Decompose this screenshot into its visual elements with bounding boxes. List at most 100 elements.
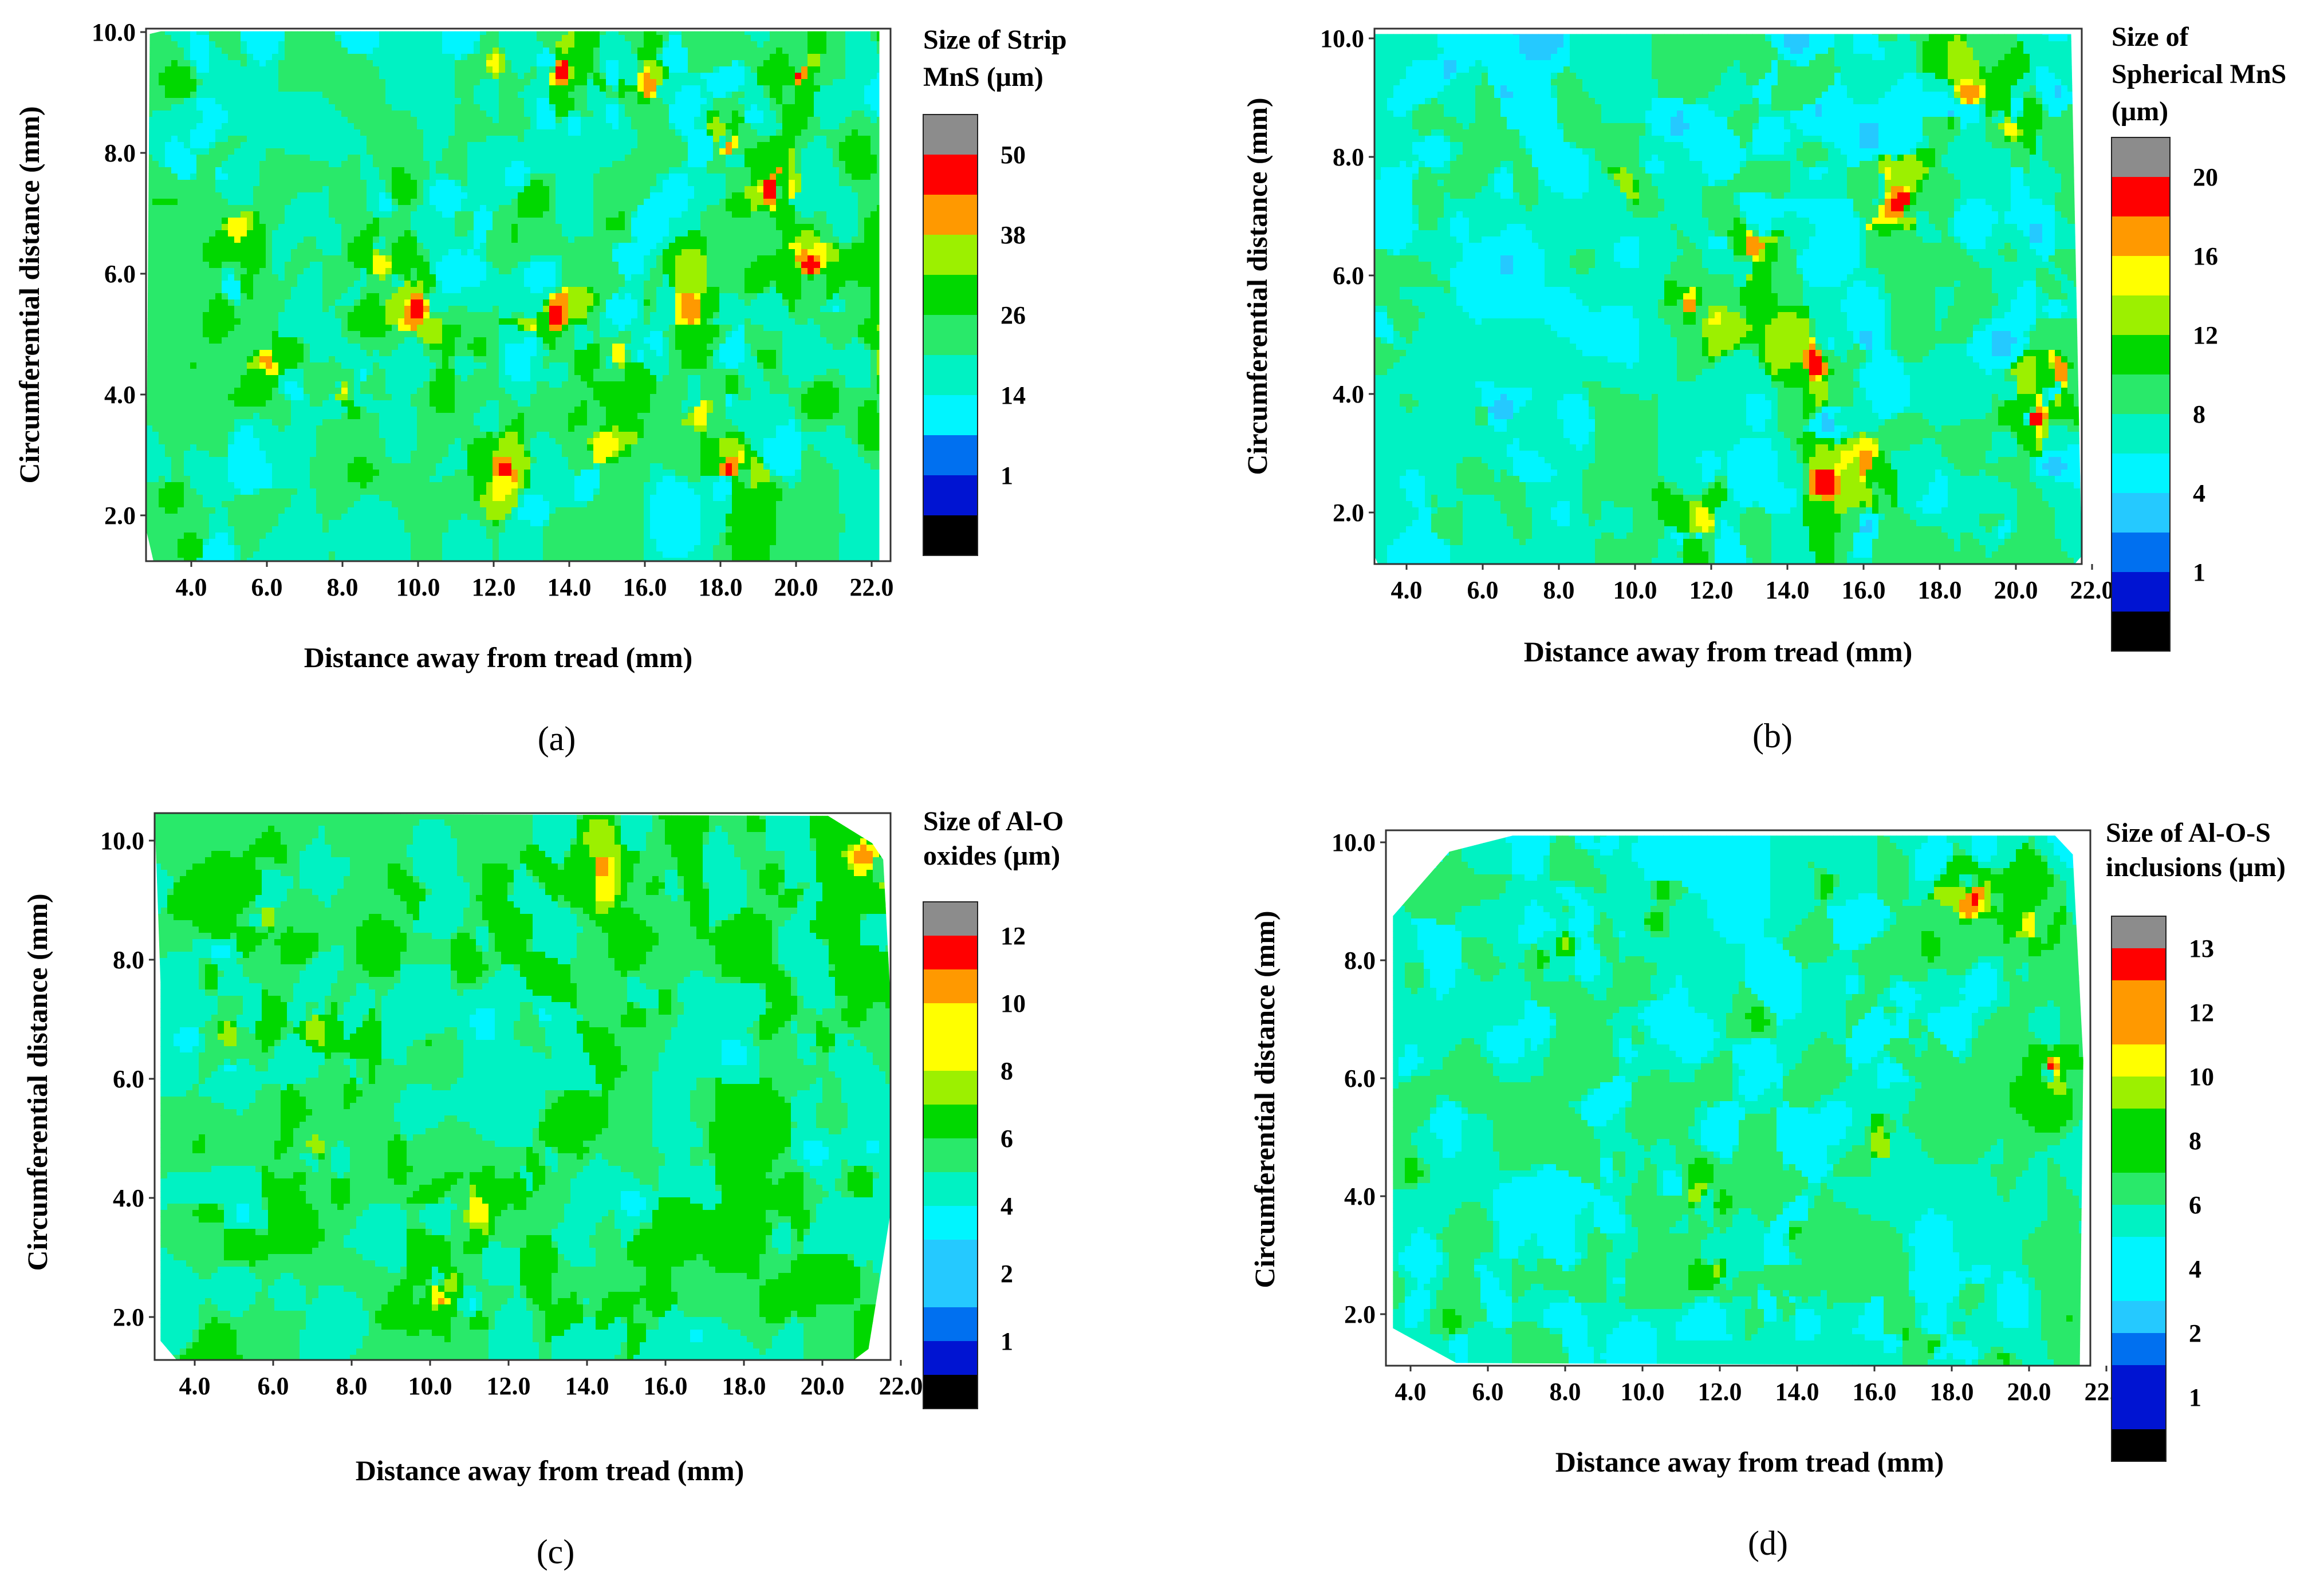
contour-cell bbox=[278, 41, 285, 48]
contour-cell bbox=[259, 192, 266, 199]
contour-cell bbox=[234, 31, 241, 36]
contour-cell bbox=[776, 262, 783, 269]
contour-cell bbox=[171, 155, 178, 161]
contour-cell bbox=[877, 35, 880, 42]
contour-cell bbox=[543, 211, 550, 218]
contour-cell bbox=[631, 155, 638, 161]
contour-cell bbox=[474, 192, 480, 199]
contour-cell bbox=[738, 73, 745, 80]
contour-cell bbox=[278, 180, 285, 187]
contour-cell bbox=[562, 148, 569, 155]
contour-cell bbox=[203, 218, 210, 224]
contour-cell bbox=[467, 268, 474, 275]
contour-cell bbox=[360, 218, 367, 224]
contour-cell bbox=[745, 218, 751, 224]
contour-cell bbox=[675, 287, 682, 294]
contour-cell bbox=[518, 249, 525, 256]
contour-cell bbox=[222, 98, 229, 105]
contour-cell bbox=[493, 274, 499, 281]
contour-cell bbox=[587, 236, 594, 243]
contour-cell bbox=[808, 98, 814, 105]
contour-cell bbox=[574, 54, 581, 61]
contour-cell bbox=[291, 287, 298, 294]
contour-cell bbox=[247, 35, 254, 42]
contour-cell bbox=[782, 230, 789, 237]
contour-cell bbox=[518, 186, 525, 193]
contour-cell bbox=[448, 243, 455, 250]
contour-cell bbox=[278, 54, 285, 61]
contour-cell bbox=[430, 262, 436, 269]
contour-cell bbox=[266, 236, 273, 243]
contour-cell bbox=[631, 167, 638, 174]
contour-cell bbox=[789, 148, 795, 155]
contour-field bbox=[146, 31, 880, 562]
contour-cell bbox=[845, 167, 852, 174]
contour-cell bbox=[549, 73, 556, 80]
contour-cell bbox=[367, 192, 373, 199]
contour-cell bbox=[833, 148, 840, 155]
contour-cell bbox=[801, 35, 808, 42]
contour-cell bbox=[568, 66, 575, 73]
contour-cell bbox=[146, 287, 153, 294]
contour-cell bbox=[682, 274, 688, 281]
contour-cell bbox=[562, 35, 569, 42]
contour-cell bbox=[215, 41, 222, 48]
contour-cell bbox=[266, 136, 273, 143]
contour-cell bbox=[480, 85, 487, 92]
contour-cell bbox=[203, 236, 210, 243]
contour-cell bbox=[877, 148, 880, 155]
contour-cell bbox=[316, 180, 323, 187]
contour-cell bbox=[228, 85, 235, 92]
contour-cell bbox=[581, 230, 588, 237]
contour-cell bbox=[795, 224, 802, 231]
contour-cell bbox=[625, 104, 632, 111]
contour-cell bbox=[738, 142, 745, 149]
contour-cell bbox=[549, 161, 556, 168]
contour-cell bbox=[808, 142, 814, 149]
contour-cell bbox=[241, 104, 247, 111]
contour-cell bbox=[310, 148, 317, 155]
contour-cell bbox=[215, 104, 222, 111]
contour-cell bbox=[461, 48, 468, 54]
contour-cell bbox=[171, 48, 178, 54]
contour-cell bbox=[499, 155, 506, 161]
contour-cell bbox=[392, 174, 399, 180]
contour-cell bbox=[411, 54, 417, 61]
contour-cell bbox=[537, 161, 543, 168]
contour-cell bbox=[448, 73, 455, 80]
contour-cell bbox=[455, 48, 462, 54]
contour-cell bbox=[669, 186, 676, 193]
contour-cell bbox=[411, 161, 417, 168]
contour-cell bbox=[203, 48, 210, 54]
contour-cell bbox=[789, 31, 795, 36]
contour-cell bbox=[732, 211, 739, 218]
contour-cell bbox=[808, 174, 814, 180]
contour-cell bbox=[606, 148, 613, 155]
contour-cell bbox=[801, 211, 808, 218]
contour-cell bbox=[719, 255, 726, 262]
contour-cell bbox=[171, 111, 178, 117]
contour-cell bbox=[644, 123, 651, 130]
contour-cell bbox=[404, 92, 411, 98]
contour-cell bbox=[310, 48, 317, 54]
contour-cell bbox=[329, 111, 336, 117]
contour-cell bbox=[398, 199, 405, 206]
contour-cell bbox=[682, 117, 688, 124]
contour-cell bbox=[499, 148, 506, 155]
contour-cell bbox=[329, 148, 336, 155]
contour-cell bbox=[600, 73, 606, 80]
contour-cell bbox=[694, 123, 701, 130]
contour-cell bbox=[839, 186, 846, 193]
contour-cell bbox=[228, 249, 235, 256]
contour-cell bbox=[499, 41, 506, 48]
contour-cell bbox=[587, 98, 594, 105]
contour-cell bbox=[152, 155, 159, 161]
contour-cell bbox=[549, 104, 556, 111]
contour-cell bbox=[259, 79, 266, 86]
contour-cell bbox=[770, 218, 777, 224]
contour-cell bbox=[852, 224, 858, 231]
contour-cell bbox=[637, 230, 644, 237]
contour-cell bbox=[549, 199, 556, 206]
contour-cell bbox=[852, 192, 858, 199]
contour-cell bbox=[310, 54, 317, 61]
